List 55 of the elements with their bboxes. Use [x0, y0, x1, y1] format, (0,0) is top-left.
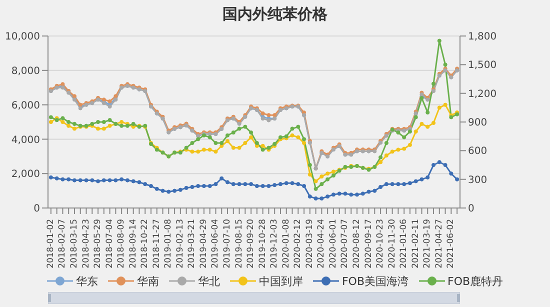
y2-tick-label: 1,500 [468, 60, 497, 72]
x-tick-label: 2018-05-29 [93, 219, 104, 268]
x-tick-label: 2020-02-12 [293, 219, 304, 268]
x-tick-label: 2018-04-23 [81, 219, 92, 268]
legend-label: FOB美国海湾 [342, 274, 408, 288]
y-tick-label: 0 [34, 204, 40, 215]
x-tick-label: 2018-07-04 [104, 219, 115, 268]
y2-tick-label: 900 [468, 118, 488, 129]
x-tick-label: 2020-03-19 [304, 219, 315, 268]
x-tick-label: 2019-08-15 [234, 219, 244, 268]
y-tick-label: 8,000 [11, 66, 40, 77]
x-tick-label: 2018-08-09 [116, 219, 127, 268]
legend-label: 华南 [136, 274, 159, 288]
x-tick-label: 2019-10-28 [258, 219, 268, 268]
x-tick-label: 2019-09-20 [246, 219, 256, 268]
x-tick-label: 2020-04-24 [316, 219, 327, 268]
y2-tick-label: 1,200 [468, 88, 497, 100]
x-tick-label: 2021-01-06 [399, 219, 410, 268]
x-tick-label: 2021-03-19 [422, 219, 433, 268]
x-tick-label: 2019-07-10 [222, 219, 233, 268]
x-tick-label: 2020-10-23 [376, 219, 386, 268]
x-tick-label: 2019-03-21 [187, 219, 198, 268]
y-tick-label: 10,000 [5, 32, 40, 43]
legend-label: FOB鹿特丹 [448, 274, 504, 288]
y-tick-label: 4,000 [11, 134, 40, 146]
x-tick-label: 2019-12-03 [270, 219, 280, 268]
x-tick-label: 2020-06-01 [328, 219, 338, 268]
x-tick-label: 2019-02-13 [175, 219, 186, 268]
x-tick-label: 2020-11-30 [387, 219, 398, 268]
x-tick-label: 2020-08-12 [352, 219, 362, 268]
x-tick-label: 2018-10-22 [140, 219, 150, 268]
x-tick-label: 2020-07-07 [340, 219, 350, 268]
x-tick-label: 2019-04-29 [198, 219, 209, 268]
x-tick-label: 2020-09-17 [364, 219, 374, 268]
x-tick-label: 2018-02-07 [58, 219, 68, 268]
y2-tick-label: 300 [468, 174, 488, 186]
legend-label: 华北 [198, 274, 220, 288]
y-tick-label: 6,000 [11, 100, 40, 112]
x-tick-label: 2018-01-02 [46, 219, 56, 268]
x-tick-label: 2021-02-11 [410, 219, 421, 268]
y2-tick-label: 1,800 [468, 32, 497, 43]
x-tick-label: 2020-01-08 [281, 219, 292, 268]
x-tick-label: 2018-09-14 [128, 219, 138, 268]
y-tick-label: 2,000 [11, 169, 40, 180]
legend-label: 华东 [76, 274, 98, 288]
legend-label: 中国到岸 [258, 274, 303, 288]
x-tick-label: 2019-01-08 [164, 219, 174, 268]
y2-tick-label: 0 [468, 204, 474, 215]
x-tick-label: 2019-06-04 [210, 219, 221, 268]
chart-title: 国内外纯苯价格 [222, 4, 328, 25]
x-tick-label: 2018-11-27 [152, 219, 162, 268]
y2-tick-label: 600 [468, 146, 488, 158]
x-tick-label: 2021-06-02 [446, 219, 456, 268]
x-tick-label: 2018-03-15 [69, 219, 80, 268]
x-tick-label: 2021-04-27 [434, 219, 444, 268]
